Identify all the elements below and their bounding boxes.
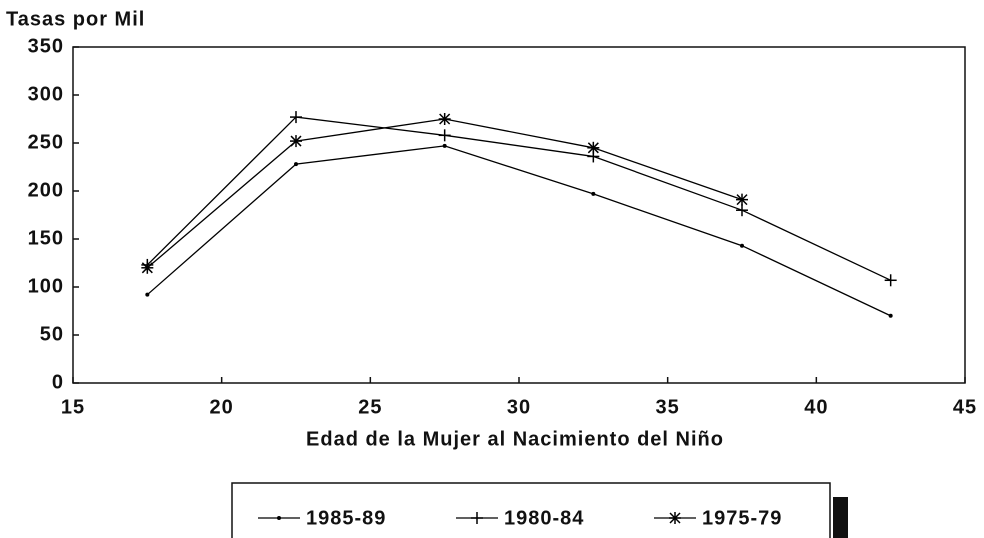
y-tick-label: 200	[28, 179, 64, 201]
marker-dot	[740, 243, 744, 248]
marker-plus	[884, 274, 897, 287]
marker-star	[587, 141, 600, 154]
marker-stroke	[669, 512, 681, 524]
x-tick-label: 20	[210, 396, 234, 418]
marker-dot	[277, 516, 281, 520]
marker-stroke	[141, 262, 153, 274]
marker-star	[736, 193, 748, 206]
marker-star	[290, 135, 302, 148]
marker-stroke	[439, 113, 451, 125]
marker-star	[438, 113, 451, 125]
x-tick-label: 40	[804, 396, 828, 418]
marker-plus	[736, 204, 748, 217]
marker-plus	[438, 129, 451, 142]
y-tick-label: 50	[40, 323, 64, 345]
x-tick-label: 15	[61, 396, 85, 418]
x-tick-label: 25	[358, 396, 382, 418]
y-tick-label: 100	[28, 275, 64, 297]
legend-label: 1980-84	[504, 507, 584, 529]
y-tick-label: 150	[28, 227, 64, 249]
x-tick-label: 30	[507, 396, 531, 418]
legend-shadow	[833, 497, 848, 538]
marker-plus	[471, 512, 483, 524]
marker-dot	[294, 162, 298, 167]
marker-stroke	[736, 194, 748, 206]
legend-box	[231, 482, 831, 538]
marker-plus	[290, 111, 302, 124]
marker-stroke	[587, 142, 599, 154]
x-axis-label: Edad de la Mujer al Nacimiento del Niño	[306, 428, 724, 450]
legend-label: 1975-79	[702, 507, 782, 529]
marker-dot	[888, 313, 893, 318]
y-tick-label: 250	[28, 131, 64, 153]
marker-dot	[740, 243, 744, 248]
marker-stroke	[290, 135, 302, 147]
legend-label: 1985-89	[306, 507, 386, 529]
marker-dot	[294, 162, 298, 167]
marker-dot	[145, 292, 150, 297]
y-tick-label: 300	[28, 83, 64, 105]
x-tick-label: 45	[953, 396, 977, 418]
series-line	[146, 116, 891, 281]
marker-dot	[888, 313, 893, 318]
marker-dot	[442, 143, 447, 148]
x-tick-label: 35	[656, 396, 680, 418]
marker-dot	[442, 143, 447, 148]
marker-dot	[145, 292, 150, 297]
marker-dot	[591, 191, 596, 196]
series-line	[146, 145, 891, 317]
y-tick-label: 350	[28, 35, 64, 57]
y-tick-label: 0	[52, 371, 64, 393]
marker-star	[141, 261, 154, 274]
marker-star	[669, 512, 681, 524]
y-axis-label: Tasas por Mil	[6, 8, 145, 30]
marker-dot	[277, 516, 281, 520]
plot-frame	[72, 46, 966, 384]
marker-dot	[591, 191, 596, 196]
